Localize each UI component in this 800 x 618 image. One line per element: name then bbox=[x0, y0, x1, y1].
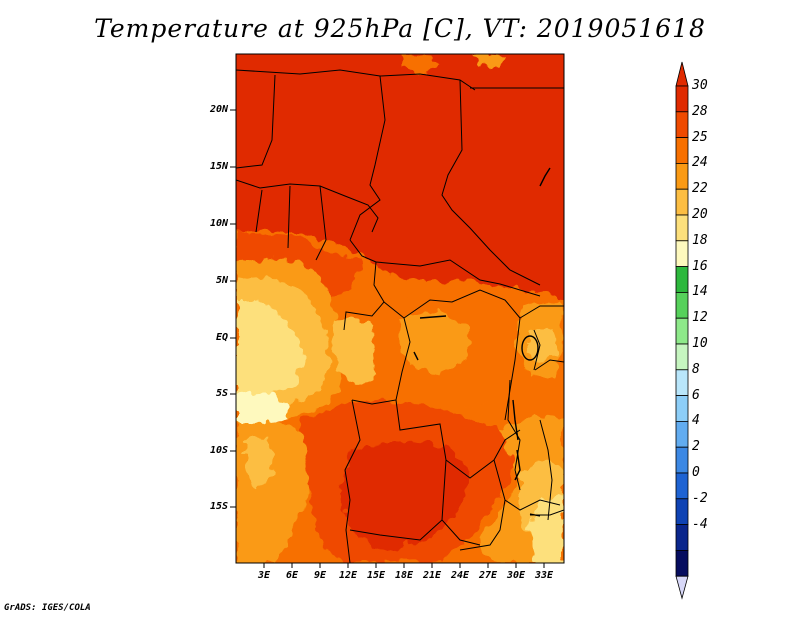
temperature-field bbox=[236, 54, 564, 563]
lon-label: 6E bbox=[285, 570, 299, 581]
colorbar-swatch bbox=[675, 317, 689, 345]
colorbar-label: 0 bbox=[692, 465, 700, 480]
colorbar-label: 24 bbox=[692, 155, 708, 171]
lon-label: 30E bbox=[506, 570, 526, 581]
colorbar-swatch bbox=[675, 111, 689, 139]
lon-label: 33E bbox=[534, 570, 554, 581]
colorbar-label: 25 bbox=[692, 129, 708, 145]
chart-title: Temperature at 925hPa [C], VT: 201905161… bbox=[94, 14, 706, 43]
lat-label: EQ bbox=[215, 332, 228, 343]
footer-credit: GrADS: IGES/COLA bbox=[4, 603, 91, 613]
colorbar-swatch bbox=[675, 162, 689, 190]
lat-label: 10S bbox=[209, 445, 228, 456]
axis-ticks bbox=[230, 109, 545, 568]
colorbar-swatch bbox=[675, 395, 689, 422]
colorbar-swatch bbox=[675, 85, 689, 113]
colorbar-label: 18 bbox=[692, 232, 708, 248]
colorbar-label: 8 bbox=[692, 361, 700, 377]
colorbar-label: 30 bbox=[692, 78, 708, 93]
lat-label: 15S bbox=[209, 501, 228, 512]
lon-label: 9E bbox=[313, 570, 327, 581]
lon-label: 24E bbox=[450, 570, 470, 581]
colorbar-label: 16 bbox=[692, 258, 708, 274]
colorbar-swatch bbox=[675, 214, 689, 242]
colorbar-swatch bbox=[675, 343, 689, 371]
colorbar-swatch bbox=[675, 266, 689, 293]
colorbar-label: 4 bbox=[692, 413, 700, 429]
colorbar bbox=[675, 61, 689, 600]
colorbar-swatch bbox=[675, 369, 689, 396]
colorbar-label: 20 bbox=[692, 207, 708, 222]
lat-label: 5S bbox=[215, 388, 228, 399]
colorbar-swatch bbox=[675, 137, 689, 164]
colorbar-swatch bbox=[675, 188, 689, 216]
map-frame bbox=[235, 53, 565, 564]
colorbar-swatch bbox=[675, 498, 689, 525]
lon-label: 27E bbox=[478, 570, 498, 581]
lon-label: 18E bbox=[394, 570, 414, 581]
colorbar-label: 28 bbox=[692, 103, 708, 119]
colorbar-label: 6 bbox=[692, 387, 700, 403]
colorbar-label: 14 bbox=[692, 284, 708, 300]
colorbar-label: -2 bbox=[692, 490, 708, 506]
colorbar-swatch bbox=[675, 446, 689, 474]
colorbar-label: 2 bbox=[692, 439, 700, 455]
colorbar-swatch bbox=[675, 524, 689, 551]
colorbar-swatch bbox=[675, 472, 689, 500]
colorbar-bottom-tip bbox=[675, 575, 689, 600]
country-borders bbox=[236, 69, 564, 563]
colorbar-swatch bbox=[675, 420, 689, 448]
lakes bbox=[413, 167, 551, 517]
colorbar-top-tip bbox=[675, 61, 689, 87]
lon-label: 15E bbox=[366, 570, 386, 581]
lon-label: 12E bbox=[338, 570, 358, 581]
lat-label: 20N bbox=[209, 104, 228, 115]
colorbar-label: 12 bbox=[692, 310, 708, 326]
lat-label: 10N bbox=[209, 218, 228, 229]
lat-label: 15N bbox=[209, 161, 228, 172]
colorbar-swatch bbox=[675, 291, 689, 319]
colorbar-label: -4 bbox=[692, 516, 708, 532]
lat-label: 5N bbox=[215, 275, 228, 286]
colorbar-label: 10 bbox=[692, 336, 708, 351]
colorbar-label: 22 bbox=[692, 181, 708, 197]
colorbar-swatch bbox=[675, 550, 689, 577]
colorbar-swatch bbox=[675, 240, 689, 268]
lon-label: 21E bbox=[422, 570, 442, 581]
lon-label: 3E bbox=[257, 570, 271, 581]
